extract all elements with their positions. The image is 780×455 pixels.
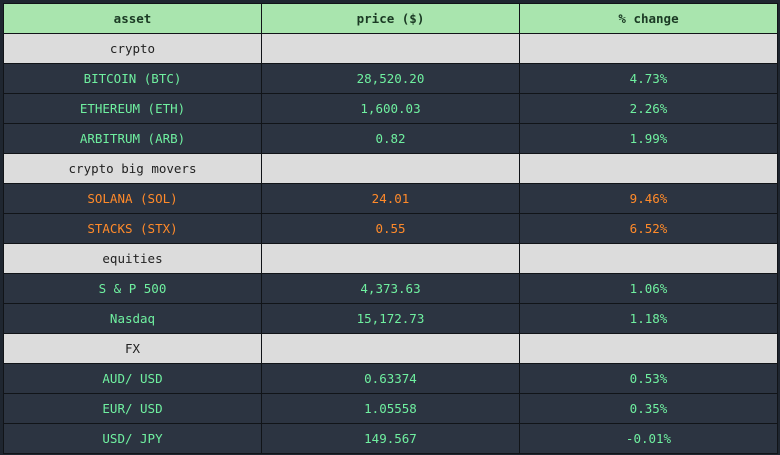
change-cell: 0.35% [519,393,778,424]
price-cell: 1,600.03 [261,93,520,124]
market-table-container: asset price ($) % change crypto BITCOIN … [3,3,778,454]
price-cell: 4,373.63 [261,273,520,304]
section-empty-cell [519,33,778,64]
section-row-crypto-big-movers: crypto big movers [3,153,778,184]
section-title: crypto big movers [3,153,262,184]
price-cell: 24.01 [261,183,520,214]
table-row: USD/ JPY 149.567 -0.01% [3,423,778,454]
price-cell: 15,172.73 [261,303,520,334]
section-row-fx: FX [3,333,778,364]
table-row: Nasdaq 15,172.73 1.18% [3,303,778,334]
change-cell: -0.01% [519,423,778,454]
asset-cell: SOLANA (SOL) [3,183,262,214]
section-empty-cell [519,333,778,364]
price-cell: 1.05558 [261,393,520,424]
asset-cell: USD/ JPY [3,423,262,454]
asset-cell: Nasdaq [3,303,262,334]
section-title: equities [3,243,262,274]
asset-cell: BITCOIN (BTC) [3,63,262,94]
asset-cell: EUR/ USD [3,393,262,424]
price-cell: 149.567 [261,423,520,454]
section-title: FX [3,333,262,364]
section-row-crypto: crypto [3,33,778,64]
section-title: crypto [3,33,262,64]
section-empty-cell [261,243,520,274]
table-row: ARBITRUM (ARB) 0.82 1.99% [3,123,778,154]
table-row: S & P 500 4,373.63 1.06% [3,273,778,304]
change-cell: 2.26% [519,93,778,124]
table-row: SOLANA (SOL) 24.01 9.46% [3,183,778,214]
change-cell: 9.46% [519,183,778,214]
change-cell: 6.52% [519,213,778,244]
header-row: asset price ($) % change [3,3,778,34]
table-row: BITCOIN (BTC) 28,520.20 4.73% [3,63,778,94]
column-header-price: price ($) [261,3,520,34]
change-cell: 1.99% [519,123,778,154]
section-empty-cell [519,153,778,184]
change-cell: 4.73% [519,63,778,94]
section-empty-cell [519,243,778,274]
section-empty-cell [261,333,520,364]
table-header: asset price ($) % change [3,3,778,34]
price-cell: 0.55 [261,213,520,244]
asset-cell: S & P 500 [3,273,262,304]
price-cell: 28,520.20 [261,63,520,94]
asset-cell: AUD/ USD [3,363,262,394]
table-row: ETHEREUM (ETH) 1,600.03 2.26% [3,93,778,124]
column-header-change: % change [519,3,778,34]
asset-cell: STACKS (STX) [3,213,262,244]
asset-cell: ETHEREUM (ETH) [3,93,262,124]
price-cell: 0.82 [261,123,520,154]
price-cell: 0.63374 [261,363,520,394]
section-empty-cell [261,153,520,184]
change-cell: 0.53% [519,363,778,394]
column-header-asset: asset [3,3,262,34]
section-row-equities: equities [3,243,778,274]
table-body: crypto BITCOIN (BTC) 28,520.20 4.73% ETH… [3,33,778,454]
asset-cell: ARBITRUM (ARB) [3,123,262,154]
table-row: AUD/ USD 0.63374 0.53% [3,363,778,394]
section-empty-cell [261,33,520,64]
change-cell: 1.18% [519,303,778,334]
table-row: EUR/ USD 1.05558 0.35% [3,393,778,424]
market-table: asset price ($) % change crypto BITCOIN … [3,3,778,454]
change-cell: 1.06% [519,273,778,304]
table-row: STACKS (STX) 0.55 6.52% [3,213,778,244]
